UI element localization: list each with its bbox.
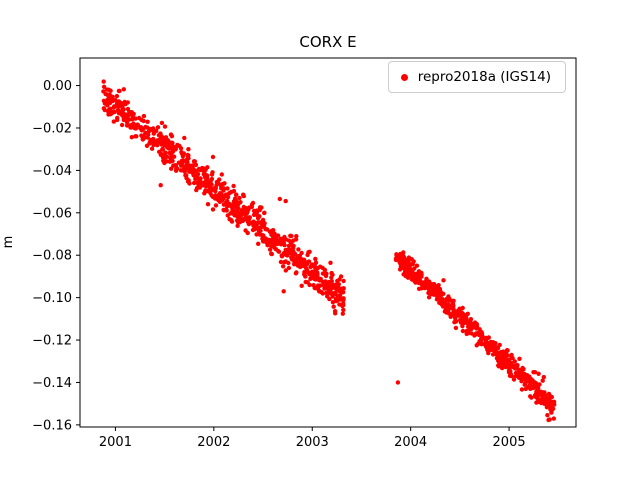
chart-title: CORX E [299, 33, 357, 51]
svg-text:0.00: 0.00 [43, 79, 72, 94]
svg-text:2002: 2002 [197, 435, 230, 450]
svg-text:2003: 2003 [296, 435, 329, 450]
svg-text:−0.16: −0.16 [32, 418, 72, 433]
svg-text:−0.12: −0.12 [32, 334, 72, 349]
svg-text:2001: 2001 [99, 435, 132, 450]
legend-marker-icon [400, 73, 408, 81]
svg-text:−0.14: −0.14 [32, 376, 72, 391]
legend-label: repro2018a (IGS14) [417, 69, 551, 85]
svg-text:−0.10: −0.10 [32, 291, 72, 306]
svg-text:−0.02: −0.02 [32, 121, 72, 136]
svg-text:−0.08: −0.08 [32, 249, 72, 264]
svg-text:2004: 2004 [394, 435, 427, 450]
svg-text:2005: 2005 [493, 435, 526, 450]
legend: repro2018a (IGS14) [387, 61, 566, 93]
svg-text:−0.04: −0.04 [32, 164, 72, 179]
svg-text:−0.06: −0.06 [32, 206, 72, 221]
